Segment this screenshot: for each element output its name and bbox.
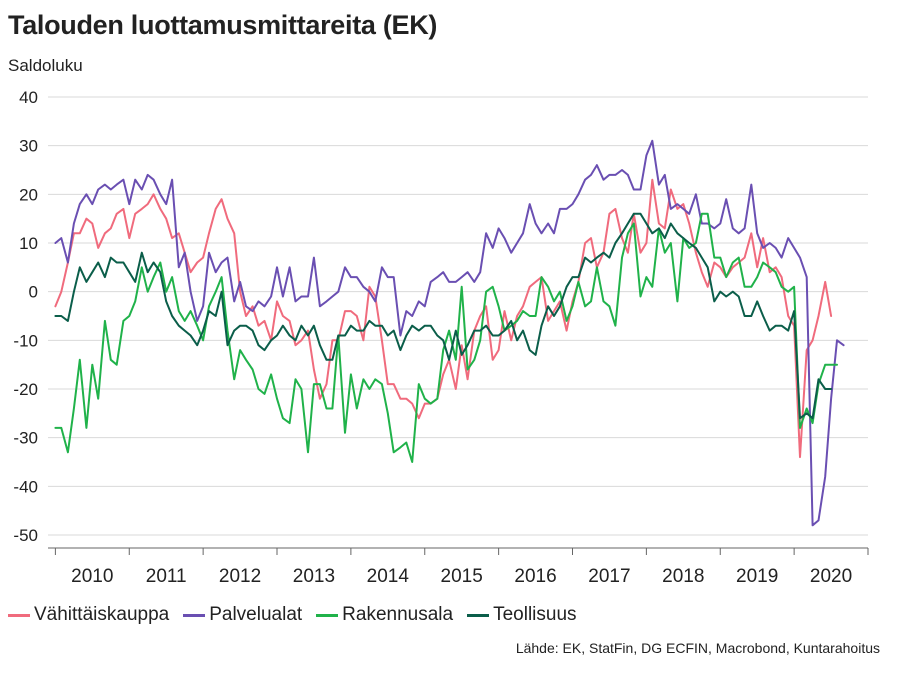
series-line-rakennusala	[54, 212, 838, 463]
y-axis-label: Saldoluku	[8, 56, 83, 75]
y-tick-label: 0	[29, 283, 38, 302]
y-tick-label: -50	[13, 526, 38, 545]
legend-swatch	[8, 613, 30, 617]
legend-label: Rakennusala	[342, 604, 454, 625]
x-tick-label: 2010	[71, 566, 113, 587]
chart-title: Talouden luottamusmittareita (EK)	[8, 10, 438, 40]
legend-item-rakennusala: Rakennusala	[316, 604, 453, 626]
x-tick-label: 2015	[441, 566, 483, 587]
y-tick-label: -10	[13, 331, 38, 350]
legend-item-palvelualat: Palvelualat	[183, 604, 302, 626]
legend-label: Teollisuus	[493, 604, 577, 625]
y-tick-label: 40	[19, 88, 38, 107]
y-tick-label: -20	[13, 380, 38, 399]
x-tick-label: 2012	[219, 566, 261, 587]
legend: Vähittäiskauppa Palvelualat Rakennusala …	[8, 604, 591, 626]
legend-swatch	[183, 613, 206, 617]
x-tick-label: 2019	[736, 566, 778, 587]
series-line-teollisuus	[54, 212, 833, 420]
x-tick-label: 2013	[293, 566, 335, 587]
y-tick-label: -40	[13, 477, 38, 496]
legend-label: Vähittäiskauppa	[34, 604, 170, 625]
x-tick-label: 2017	[588, 566, 630, 587]
source-note: Lähde: EK, StatFin, DG ECFIN, Macrobond,…	[515, 640, 880, 656]
x-tick-label: 2018	[662, 566, 704, 587]
y-tick-label: 10	[19, 234, 38, 253]
legend-label: Palvelualat	[209, 604, 303, 625]
legend-item-teollisuus: Teollisuus	[467, 604, 577, 626]
x-tick-label: 2014	[367, 566, 410, 587]
y-tick-label: 30	[19, 137, 38, 156]
y-tick-label: 20	[19, 185, 38, 204]
legend-item-vahittaiskauppa: Vähittäiskauppa	[8, 604, 169, 626]
series-line-palvelualat	[54, 139, 845, 527]
x-tick-label: 2020	[810, 566, 852, 587]
x-tick-label: 2011	[146, 566, 187, 587]
legend-swatch	[467, 613, 490, 617]
legend-swatch	[316, 613, 339, 617]
y-tick-label: -30	[13, 429, 38, 448]
x-tick-label: 2016	[514, 566, 556, 587]
series-line-vahittaiskauppa	[54, 178, 833, 459]
